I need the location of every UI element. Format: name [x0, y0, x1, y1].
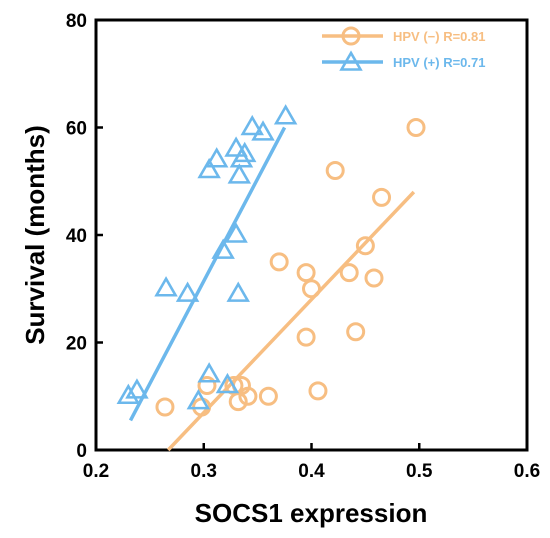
data-point-triangle — [251, 120, 275, 141]
data-point-circle — [258, 386, 278, 406]
data-point-circle — [346, 322, 366, 342]
data-point-triangle — [227, 163, 252, 184]
data-point-circle — [269, 252, 289, 272]
legend-label: HPV (−) R=0.81 — [393, 29, 486, 44]
data-point-circle — [155, 397, 175, 417]
legend-marker-circle — [341, 26, 361, 46]
data-point-triangle — [197, 157, 221, 179]
data-point-triangle — [197, 362, 221, 383]
data-point-circle — [302, 279, 321, 299]
data-point-triangle — [116, 383, 141, 405]
x-tick-label: 0.6 — [514, 461, 540, 482]
x-tick-label: 0.4 — [298, 461, 325, 482]
fit-line-series-1 — [128, 126, 287, 422]
axes: 0.2 0.3 0.4 0.5 0.6 0 20 40 60 80 — [66, 11, 540, 482]
data-point-triangle — [224, 222, 248, 243]
data-point-triangle — [154, 276, 178, 297]
data-point-circle — [339, 263, 359, 283]
data-point-triangle — [232, 141, 257, 163]
data-point-triangle — [211, 238, 235, 259]
fit-line-series-0 — [166, 190, 416, 452]
x-tick-label: 0.5 — [406, 461, 433, 482]
data-point-triangle — [215, 372, 240, 394]
data-point-circle — [308, 381, 328, 401]
data-point-circle — [296, 327, 316, 347]
legend-marker-triangle — [339, 50, 363, 71]
data-point-triangle — [125, 378, 149, 399]
y-tick-label: 20 — [66, 334, 87, 355]
data-point-circle — [197, 376, 217, 395]
x-tick-label: 0.3 — [191, 461, 217, 482]
legend: HPV (−) R=0.81 HPV (+) R=0.71 — [322, 26, 486, 71]
x-tick-label: 0.2 — [83, 461, 109, 482]
y-tick-label: 80 — [66, 11, 87, 32]
axis-titles: SOCS1 expression Survival (months) — [20, 125, 427, 528]
data-point-circle — [406, 118, 426, 137]
data-point-triangle — [240, 114, 264, 136]
data-point-triangle — [224, 136, 248, 157]
x-axis-title: SOCS1 expression — [195, 498, 428, 528]
data-point-triangle — [226, 281, 250, 302]
data-point-circle — [238, 386, 258, 406]
data-point-circle — [372, 187, 392, 207]
y-axis-title: Survival (months) — [20, 125, 50, 345]
data-point-triangle — [273, 104, 298, 125]
y-tick-label: 0 — [76, 441, 87, 462]
data-point-circle — [325, 161, 345, 180]
data-point-circle — [364, 268, 384, 288]
data-point-circle — [296, 263, 316, 283]
data-point-triangle — [175, 281, 200, 302]
data-point-triangle — [204, 147, 229, 168]
data-points — [116, 104, 426, 417]
data-point-circle — [355, 236, 375, 256]
y-tick-label: 60 — [66, 119, 87, 140]
y-tick-label: 40 — [66, 226, 87, 247]
data-point-triangle — [186, 389, 211, 410]
legend-label: HPV (+) R=0.71 — [393, 55, 486, 70]
